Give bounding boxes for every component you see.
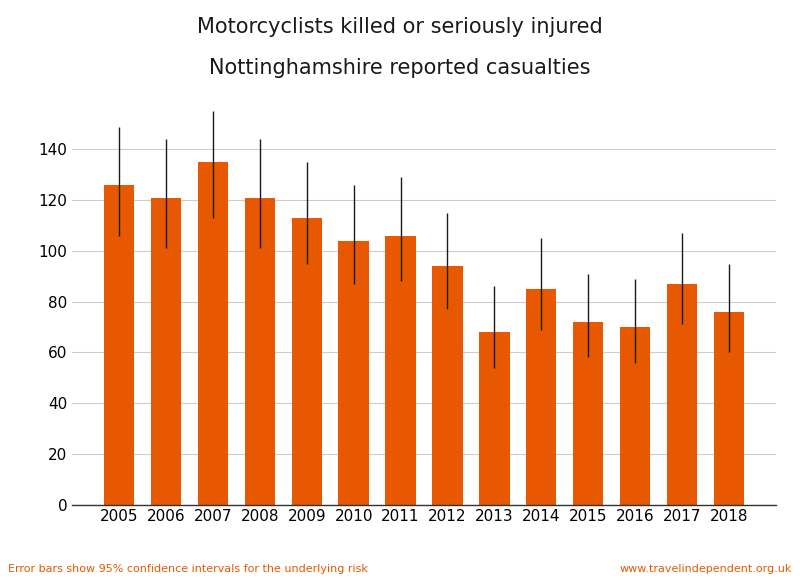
- Bar: [432, 266, 462, 505]
- Text: www.travelindependent.org.uk: www.travelindependent.org.uk: [620, 564, 792, 574]
- Bar: [479, 332, 510, 505]
- Bar: [291, 218, 322, 505]
- Bar: [714, 312, 744, 505]
- Bar: [245, 198, 275, 505]
- Bar: [386, 235, 416, 505]
- Bar: [198, 162, 228, 505]
- Bar: [338, 241, 369, 505]
- Bar: [526, 289, 557, 505]
- Text: Nottinghamshire reported casualties: Nottinghamshire reported casualties: [210, 58, 590, 78]
- Bar: [666, 284, 697, 505]
- Bar: [104, 185, 134, 505]
- Bar: [573, 322, 603, 505]
- Bar: [151, 198, 182, 505]
- Text: Error bars show 95% confidence intervals for the underlying risk: Error bars show 95% confidence intervals…: [8, 564, 368, 574]
- Bar: [620, 327, 650, 505]
- Text: Motorcyclists killed or seriously injured: Motorcyclists killed or seriously injure…: [197, 17, 603, 37]
